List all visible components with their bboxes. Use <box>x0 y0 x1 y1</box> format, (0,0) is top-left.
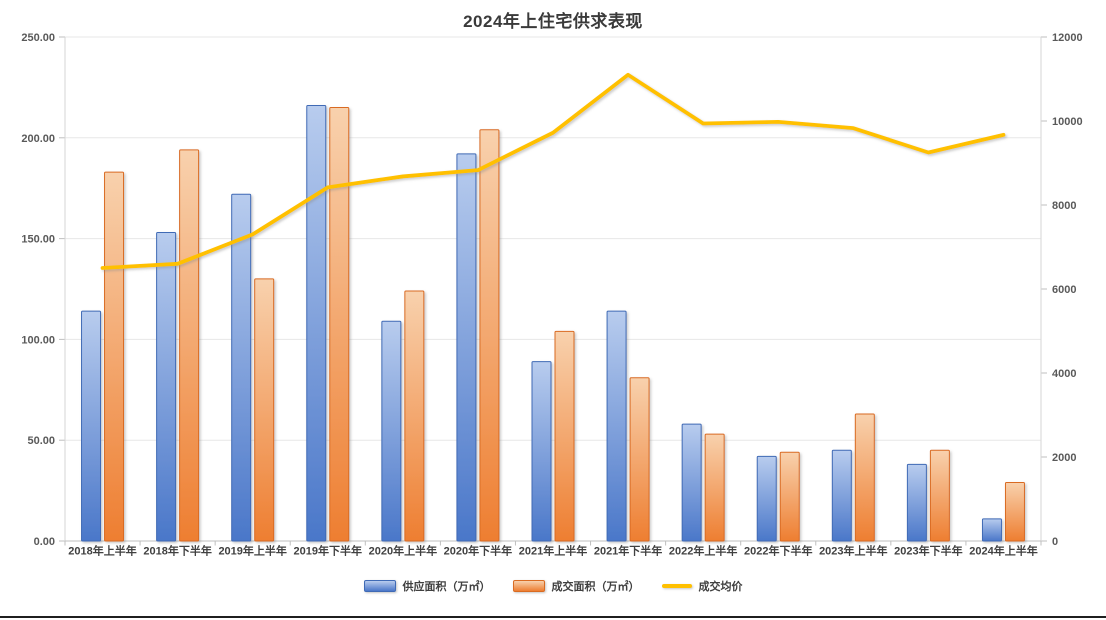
chart-legend: 供应面积（万㎡） 成交面积（万㎡） 成交均价 <box>0 578 1106 594</box>
bar-transaction-area <box>254 278 275 542</box>
right-axis-tick-label: 0 <box>1052 536 1058 548</box>
right-axis-tick-label: 10000 <box>1052 116 1083 128</box>
bar-supply-area <box>606 310 627 542</box>
bar-transaction-area <box>629 377 650 542</box>
category-label: 2019年上半年 <box>218 544 286 558</box>
bar-transaction-area <box>704 433 725 542</box>
bar-transaction-area <box>779 451 800 542</box>
transaction-bar-swatch-icon <box>512 580 545 592</box>
bar-transaction-area <box>929 449 950 542</box>
category-label: 2019年下半年 <box>294 544 362 558</box>
category-label: 2021年上半年 <box>519 544 587 558</box>
category-label: 2020年下半年 <box>444 544 512 558</box>
bar-supply-area <box>381 320 402 542</box>
bar-supply-area <box>906 463 927 542</box>
left-axis-tick-label: 0.00 <box>34 536 55 548</box>
category-label: 2023年下半年 <box>894 544 962 558</box>
bar-supply-area <box>456 153 477 542</box>
bar-supply-area <box>531 361 552 542</box>
category-label: 2018年下半年 <box>143 544 211 558</box>
bar-supply-area <box>231 193 252 542</box>
bar-supply-area <box>156 232 177 542</box>
bar-transaction-area <box>404 290 425 542</box>
legend-label-transaction: 成交面积（万㎡） <box>551 581 640 593</box>
supply-bar-swatch-icon <box>363 580 396 592</box>
category-label: 2021年下半年 <box>594 544 662 558</box>
bar-transaction-area <box>479 129 500 542</box>
right-axis-tick-label: 4000 <box>1052 368 1076 380</box>
category-label: 2022年下半年 <box>744 544 812 558</box>
bar-supply-area <box>756 455 777 542</box>
left-axis-tick-label: 150.00 <box>21 234 55 246</box>
chart-title: 2024年上住宅供求表现 <box>463 12 643 31</box>
legend-label-price: 成交均价 <box>698 581 743 593</box>
category-label: 2018年上半年 <box>68 544 136 558</box>
bar-transaction-area <box>1004 482 1025 542</box>
bar-transaction-area <box>854 413 875 542</box>
legend-label-supply: 供应面积（万㎡） <box>402 581 491 593</box>
right-axis-tick-label: 2000 <box>1052 452 1076 464</box>
left-axis-tick-label: 50.00 <box>27 435 55 447</box>
bar-transaction-area <box>104 171 125 542</box>
bar-supply-area <box>831 449 852 542</box>
category-label: 2024年上半年 <box>969 544 1037 558</box>
category-label: 2022年上半年 <box>669 544 737 558</box>
legend-item-transaction-area: 成交面积（万㎡） <box>512 578 640 594</box>
legend-item-supply-area: 供应面积（万㎡） <box>363 578 491 594</box>
bar-supply-area <box>981 518 1002 542</box>
bar-transaction-area <box>554 330 575 542</box>
price-line-swatch-icon <box>661 584 692 588</box>
chart-plot-area: 0.00 50.00 100.00 150.00 200.00 250.00 0 2000 40… <box>21 32 1083 558</box>
bar-supply-area <box>81 310 102 542</box>
right-axis-tick-label: 8000 <box>1052 200 1076 212</box>
left-axis-tick-label: 250.00 <box>21 32 55 44</box>
bar-transaction-area <box>329 107 350 542</box>
bar-transaction-area <box>179 149 200 542</box>
category-label: 2020年上半年 <box>369 544 437 558</box>
right-axis-tick-label: 12000 <box>1052 32 1083 44</box>
category-label: 2023年上半年 <box>819 544 887 558</box>
right-axis-tick-label: 6000 <box>1052 284 1076 296</box>
left-axis-tick-label: 200.00 <box>21 133 55 145</box>
window-bottom-edge <box>0 616 1106 618</box>
price-line <box>100 72 1006 270</box>
bar-supply-area <box>681 423 702 542</box>
bar-supply-area <box>306 105 327 542</box>
legend-item-average-price: 成交均价 <box>661 578 743 594</box>
left-axis-tick-label: 100.00 <box>21 334 55 346</box>
